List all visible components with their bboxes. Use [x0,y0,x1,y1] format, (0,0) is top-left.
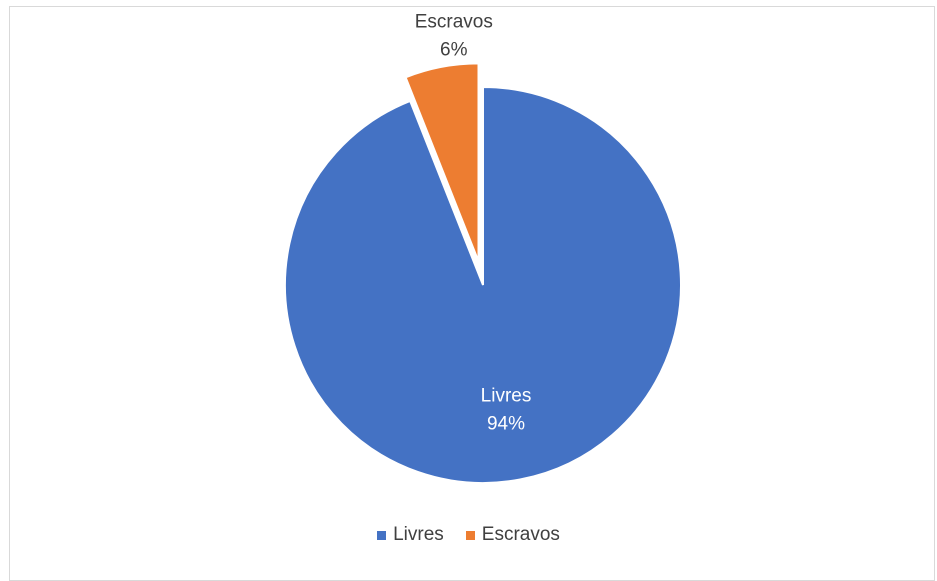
data-label-value-escravos: 6% [440,39,468,60]
legend-item-escravos: Escravos [465,524,560,546]
data-label-value-livres: 94% [487,414,525,435]
chart-legend: Livres Escravos [0,524,937,546]
data-label-name-livres: Livres [481,386,532,407]
data-label-name-escravos: Escravos [415,11,493,32]
pie-slice-escravos [404,62,480,262]
legend-swatch-livres [377,530,387,540]
legend-label-escravos: Escravos [481,524,560,545]
pie-slice-livres [284,85,682,484]
legend-swatch-escravos [465,530,475,540]
legend-item-livres: Livres [377,524,444,546]
legend-label-livres: Livres [393,524,444,545]
